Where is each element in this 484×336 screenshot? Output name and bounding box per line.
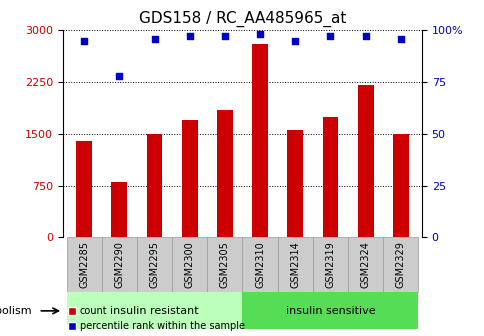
Bar — [111, 182, 127, 237]
Point — [185, 34, 193, 39]
Text: insulin sensitive: insulin sensitive — [285, 306, 375, 316]
Text: GSM2329: GSM2329 — [395, 242, 405, 288]
Point — [256, 32, 263, 37]
Point — [361, 34, 369, 39]
Text: GSM2310: GSM2310 — [255, 242, 265, 288]
Text: GSM2290: GSM2290 — [114, 242, 124, 288]
Point — [80, 38, 88, 43]
Legend: count, percentile rank within the sample: count, percentile rank within the sample — [68, 306, 244, 331]
Bar — [76, 141, 92, 237]
FancyBboxPatch shape — [207, 237, 242, 292]
Bar — [357, 85, 373, 237]
FancyBboxPatch shape — [172, 237, 207, 292]
Point — [151, 36, 158, 41]
Point — [115, 73, 123, 79]
FancyBboxPatch shape — [66, 237, 102, 292]
FancyBboxPatch shape — [66, 292, 242, 329]
FancyBboxPatch shape — [242, 292, 418, 329]
FancyBboxPatch shape — [312, 237, 348, 292]
Point — [291, 38, 299, 43]
FancyBboxPatch shape — [382, 237, 418, 292]
Bar — [287, 130, 302, 237]
Text: GSM2300: GSM2300 — [184, 242, 194, 288]
Bar — [322, 117, 338, 237]
Text: metabolism: metabolism — [0, 306, 31, 316]
Point — [396, 36, 404, 41]
Text: GSM2324: GSM2324 — [360, 242, 370, 288]
Title: GDS158 / RC_AA485965_at: GDS158 / RC_AA485965_at — [138, 11, 346, 28]
Bar — [146, 134, 162, 237]
FancyBboxPatch shape — [242, 237, 277, 292]
Bar — [392, 134, 408, 237]
Bar — [252, 44, 268, 237]
Point — [221, 34, 228, 39]
Text: insulin resistant: insulin resistant — [110, 306, 198, 316]
Bar — [216, 110, 232, 237]
FancyBboxPatch shape — [102, 237, 136, 292]
FancyBboxPatch shape — [136, 237, 172, 292]
Text: GSM2285: GSM2285 — [79, 241, 89, 288]
Point — [326, 34, 333, 39]
Text: GSM2305: GSM2305 — [219, 242, 229, 288]
Text: GSM2295: GSM2295 — [149, 241, 159, 288]
Text: GSM2319: GSM2319 — [325, 242, 335, 288]
FancyBboxPatch shape — [348, 237, 382, 292]
FancyBboxPatch shape — [277, 237, 312, 292]
Bar — [182, 120, 197, 237]
Text: GSM2314: GSM2314 — [290, 242, 300, 288]
